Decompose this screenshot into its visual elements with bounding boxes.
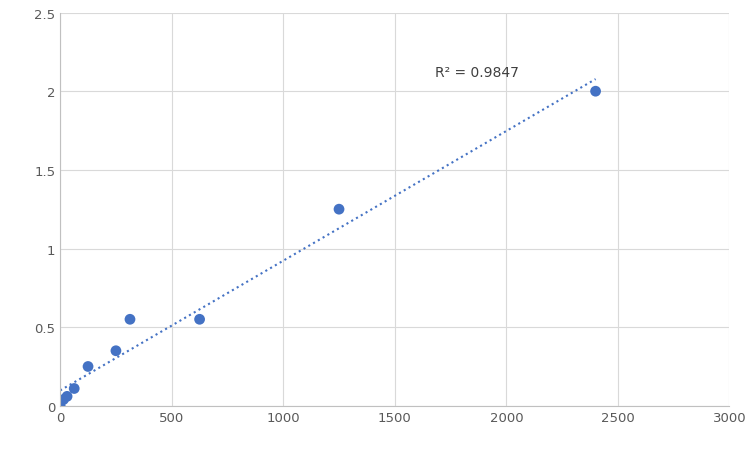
Point	[57, 396, 69, 403]
Point	[82, 363, 94, 370]
Point	[54, 402, 66, 410]
Point	[124, 316, 136, 323]
Point	[193, 316, 205, 323]
Text: R² = 0.9847: R² = 0.9847	[435, 65, 519, 79]
Point	[333, 206, 345, 213]
Point	[61, 393, 73, 400]
Point	[110, 347, 122, 354]
Point	[68, 385, 80, 392]
Point	[590, 88, 602, 96]
